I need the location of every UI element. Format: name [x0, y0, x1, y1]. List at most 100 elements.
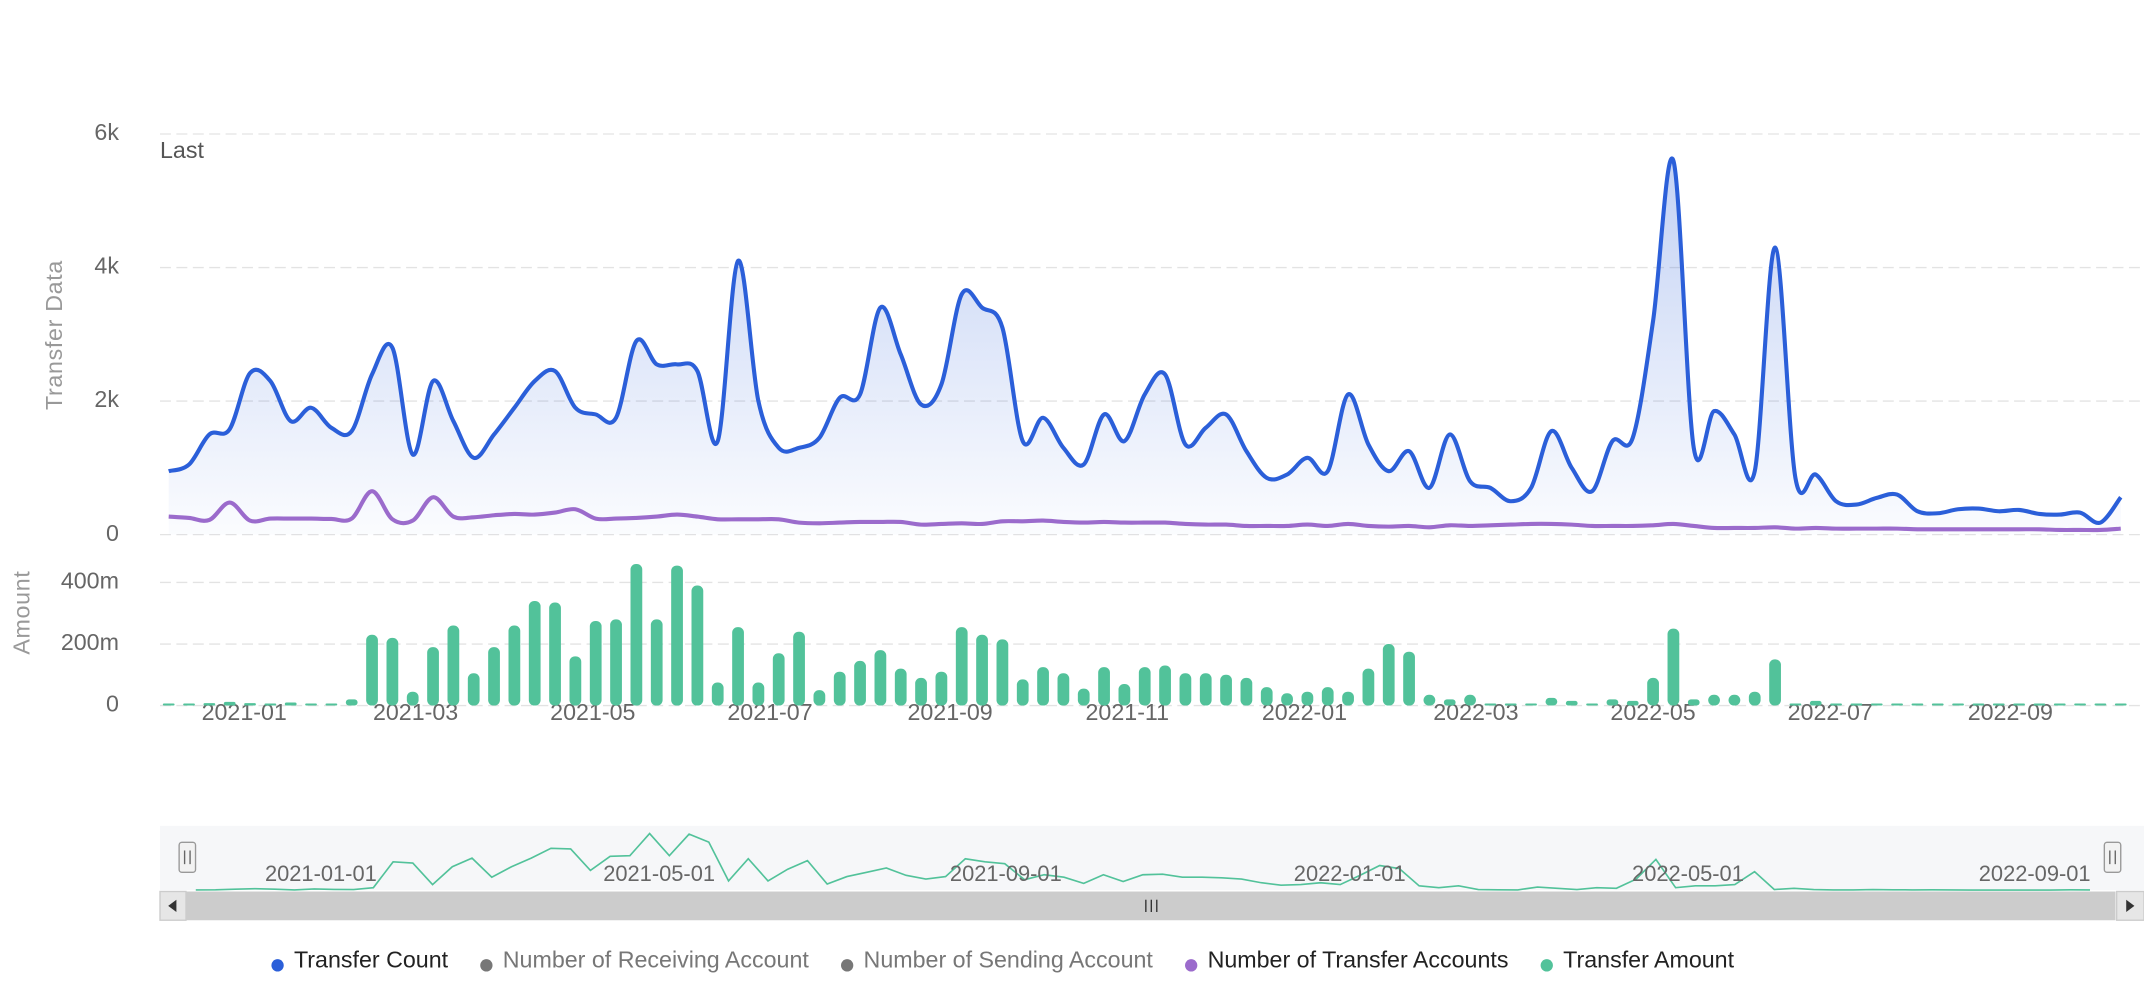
bar	[589, 620, 602, 706]
bar	[1484, 703, 1497, 706]
bar	[386, 637, 399, 706]
bar	[2094, 703, 2107, 706]
bar	[935, 671, 948, 706]
legend-item[interactable]: Number of Sending Account	[840, 946, 1153, 972]
bar	[528, 600, 541, 706]
bar	[1281, 693, 1293, 706]
bar	[955, 627, 968, 706]
bar	[345, 699, 358, 706]
y-tick-label: 2k	[94, 386, 119, 412]
arrow-right	[2126, 899, 2135, 913]
bar	[488, 647, 500, 706]
bar	[732, 627, 744, 706]
bar	[630, 564, 643, 706]
bar	[833, 671, 846, 706]
bar	[1260, 687, 1273, 706]
bar	[1708, 694, 1720, 706]
bar	[549, 602, 561, 706]
bar	[1769, 659, 1781, 706]
legend-symbol	[1540, 959, 1553, 972]
navigator-tick-label: 2021-01-01	[265, 861, 377, 886]
bar	[1179, 673, 1192, 706]
navigator-handle[interactable]	[2103, 841, 2122, 874]
navigator-tick-label: 2021-05-01	[603, 861, 715, 886]
bar	[1321, 687, 1334, 706]
bar	[244, 703, 256, 706]
x-tick-label: 2021-01	[202, 699, 287, 725]
bar	[691, 585, 704, 706]
scrollbar-grip	[1145, 899, 1158, 913]
bar	[772, 653, 785, 706]
bar	[1199, 673, 1212, 706]
legend-label: Number of Transfer Accounts	[1208, 946, 1509, 972]
bar	[447, 625, 460, 706]
bar	[1077, 688, 1090, 706]
bar	[1220, 674, 1232, 706]
bar	[366, 634, 378, 706]
legend-symbol	[480, 959, 493, 972]
legend-item[interactable]: Number of Receiving Account	[480, 946, 809, 972]
legend-item[interactable]: Number of Transfer Accounts	[1185, 946, 1508, 972]
bar	[793, 631, 805, 706]
scrollbar-left-button[interactable]	[159, 890, 187, 921]
bar	[1545, 697, 1558, 706]
bar	[650, 619, 663, 706]
scrollbar-right-button[interactable]	[2115, 890, 2144, 921]
y-tick-label: 4k	[94, 253, 119, 279]
bar	[1850, 703, 1863, 706]
bar	[203, 703, 216, 706]
bar	[1992, 703, 2005, 706]
series-line	[168, 156, 2123, 525]
legend-label: Transfer Count	[294, 946, 449, 972]
bar	[183, 703, 195, 706]
bar	[2053, 703, 2066, 706]
x-tick-label: 2022-07	[1788, 699, 1873, 725]
bar	[894, 668, 907, 706]
bar	[1911, 703, 1924, 706]
legend-symbol	[1185, 959, 1198, 972]
navigator: 2021-01-01 2021-05-01 2021-09-01 2022-01-01…	[195, 832, 2091, 891]
bar	[1423, 694, 1436, 706]
bar	[671, 565, 683, 706]
bar	[915, 677, 927, 706]
bar	[406, 691, 419, 706]
bar	[284, 702, 297, 706]
bar	[1952, 703, 1964, 706]
bar	[1565, 700, 1578, 706]
navigator-tick-label: 2022-09-01	[1979, 861, 2091, 886]
bar	[162, 703, 175, 706]
navigator-tick-label: 2022-05-01	[1632, 861, 1744, 886]
bar	[1301, 691, 1314, 706]
navigator-handle[interactable]	[178, 841, 197, 874]
y-tick-label: 0	[106, 691, 119, 717]
bar	[2013, 703, 2025, 706]
bar	[1016, 679, 1029, 706]
bar	[325, 703, 338, 706]
legend-item[interactable]: Transfer Amount	[1540, 946, 1735, 972]
x-tick-label: 2022-09	[1968, 699, 2053, 725]
bar	[1647, 677, 1659, 706]
legend-symbol	[271, 959, 284, 972]
arrow-left	[168, 899, 177, 913]
bar	[874, 650, 887, 706]
bar	[1626, 700, 1639, 706]
bar	[508, 625, 521, 706]
bar	[1525, 703, 1537, 706]
bar	[1037, 667, 1049, 706]
y2-axis-title: Amount	[8, 570, 34, 654]
bar	[610, 619, 622, 706]
navigator-background	[159, 825, 2144, 891]
bar	[1789, 703, 1802, 706]
bar	[1118, 684, 1131, 706]
legend-label: Transfer Amount	[1563, 946, 1734, 972]
bar	[1240, 677, 1253, 706]
bar	[854, 660, 866, 706]
bar	[1606, 699, 1619, 706]
legend-symbol	[840, 959, 854, 972]
legend: Transfer Count Number of Receiving Accoun…	[271, 946, 1735, 972]
bar	[223, 701, 236, 706]
legend-item[interactable]: Transfer Count	[271, 946, 449, 972]
bar	[1809, 700, 1822, 706]
bar	[1138, 667, 1151, 706]
